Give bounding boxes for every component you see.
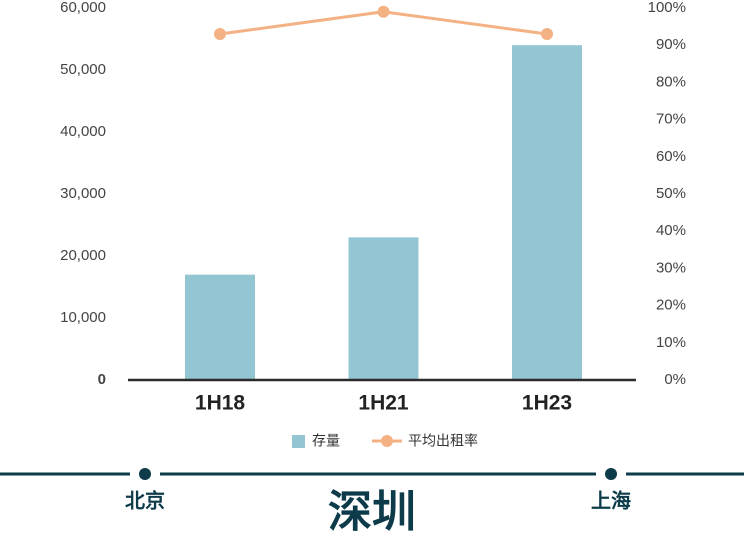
x-tick-label: 1H18	[195, 392, 246, 415]
y-tick-label: 30,000	[60, 185, 106, 202]
legend-label: 存量	[312, 433, 340, 449]
y-tick-label: 0	[98, 371, 106, 388]
y2-tick-label: 40%	[656, 222, 686, 239]
city-left[interactable]: 北京	[125, 488, 165, 512]
legend-swatch	[292, 435, 305, 448]
y2-tick-label: 80%	[656, 73, 686, 90]
legend-label: 平均出租率	[408, 433, 478, 449]
y-tick-label: 10,000	[60, 309, 106, 326]
city-current: 深圳	[328, 488, 416, 537]
y2-tick-label: 60%	[656, 148, 686, 165]
y2-tick-label: 100%	[648, 0, 686, 16]
y2-tick-label: 70%	[656, 111, 686, 128]
y-tick-label: 60,000	[60, 0, 106, 16]
y2-tick-label: 10%	[656, 334, 686, 351]
line-marker	[214, 28, 226, 41]
y-tick-label: 50,000	[60, 61, 106, 78]
line-marker	[541, 28, 553, 41]
y2-tick-label: 0%	[664, 371, 686, 388]
bar	[185, 274, 255, 380]
y2-tick-label: 90%	[656, 36, 686, 53]
y-tick-label: 40,000	[60, 123, 106, 140]
line-marker	[377, 5, 390, 18]
bar	[348, 237, 419, 380]
y2-tick-label: 50%	[656, 185, 686, 202]
chart: 0 10,000 20,000 30,000 40,000 50,000 60,000 0% 1…	[60, 0, 686, 449]
y-tick-label: 20,000	[60, 247, 106, 264]
x-tick-label: 1H23	[522, 392, 572, 415]
y2-tick-label: 20%	[656, 297, 686, 314]
x-tick-label: 1H21	[358, 392, 409, 415]
timeline-dot	[605, 468, 617, 480]
y2-tick-label: 30%	[656, 259, 686, 276]
legend-swatch	[381, 435, 393, 447]
bar	[512, 45, 582, 380]
city-right[interactable]: 上海	[591, 488, 631, 512]
timeline-dot	[139, 468, 151, 480]
